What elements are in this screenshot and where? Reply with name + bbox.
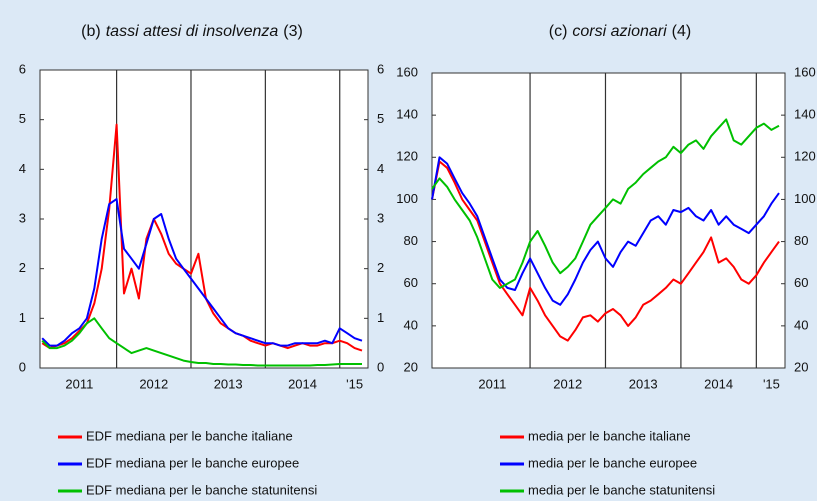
y2-tick-label: 0 bbox=[377, 359, 384, 374]
y-tick-label: 6 bbox=[19, 61, 26, 76]
plot-area bbox=[39, 69, 369, 369]
series-line bbox=[41, 198, 363, 347]
y2-tick-label: 120 bbox=[794, 149, 816, 164]
y2-tick-label: 4 bbox=[377, 161, 384, 176]
y-tick-label: 80 bbox=[404, 233, 418, 248]
plot-area bbox=[431, 72, 786, 369]
x-tick-label: 2013 bbox=[629, 376, 658, 391]
x-tick-label: '15 bbox=[346, 376, 363, 391]
series-line bbox=[431, 118, 780, 289]
legend-label: EDF mediana per le banche italiane bbox=[86, 428, 293, 443]
x-tick-label: 2012 bbox=[553, 376, 582, 391]
y-tick-label: 40 bbox=[404, 317, 418, 332]
y-tick-label: 0 bbox=[19, 359, 26, 374]
y2-tick-label: 100 bbox=[794, 191, 816, 206]
series-line bbox=[431, 156, 780, 306]
y2-tick-label: 60 bbox=[794, 275, 808, 290]
title-part: tassi attesi di insolvenza bbox=[106, 23, 279, 40]
legend-label: media per le banche europee bbox=[528, 455, 697, 470]
y2-tick-label: 2 bbox=[377, 260, 384, 275]
y2-tick-label: 160 bbox=[794, 64, 816, 79]
y-tick-label: 120 bbox=[396, 149, 418, 164]
y-tick-label: 4 bbox=[19, 161, 26, 176]
title-part: (3) bbox=[283, 23, 303, 40]
x-tick-label: '15 bbox=[763, 376, 780, 391]
y2-tick-label: 20 bbox=[794, 359, 808, 374]
y2-tick-label: 140 bbox=[794, 107, 816, 122]
y2-tick-label: 1 bbox=[377, 310, 384, 325]
y2-tick-label: 3 bbox=[377, 210, 384, 225]
x-tick-label: 2014 bbox=[288, 376, 317, 391]
legend-label: media per le banche statunitensi bbox=[528, 482, 715, 497]
series-line bbox=[41, 317, 362, 367]
series-line bbox=[41, 123, 363, 352]
title-part: (b) bbox=[81, 23, 101, 40]
title-part: (4) bbox=[672, 23, 692, 40]
y2-tick-label: 6 bbox=[377, 61, 384, 76]
y-tick-label: 100 bbox=[396, 191, 418, 206]
y2-tick-label: 5 bbox=[377, 111, 384, 126]
y-tick-label: 2 bbox=[19, 260, 26, 275]
x-tick-label: 2014 bbox=[704, 376, 733, 391]
y2-tick-label: 80 bbox=[794, 233, 808, 248]
legend-label: EDF mediana per le banche statunitensi bbox=[86, 482, 317, 497]
y-tick-label: 3 bbox=[19, 210, 26, 225]
y-tick-label: 140 bbox=[396, 107, 418, 122]
x-tick-label: 2011 bbox=[65, 376, 93, 391]
y-tick-label: 1 bbox=[19, 310, 26, 325]
title-part: corsi azionari bbox=[572, 23, 667, 40]
y-tick-label: 20 bbox=[404, 359, 418, 374]
chart-title: (c) corsi azionari (4) bbox=[549, 23, 691, 40]
legend-label: EDF mediana per le banche europee bbox=[86, 455, 299, 470]
x-tick-label: 2013 bbox=[214, 376, 243, 391]
legend-label: media per le banche italiane bbox=[528, 428, 691, 443]
title-part: (c) bbox=[549, 23, 568, 40]
chart-title: (b) tassi attesi di insolvenza (3) bbox=[81, 23, 303, 40]
y-tick-label: 160 bbox=[396, 64, 418, 79]
y-tick-label: 5 bbox=[19, 111, 26, 126]
y-tick-label: 60 bbox=[404, 275, 418, 290]
x-tick-label: 2011 bbox=[478, 376, 506, 391]
y2-tick-label: 40 bbox=[794, 317, 808, 332]
x-tick-label: 2012 bbox=[139, 376, 168, 391]
series-line bbox=[431, 160, 780, 342]
